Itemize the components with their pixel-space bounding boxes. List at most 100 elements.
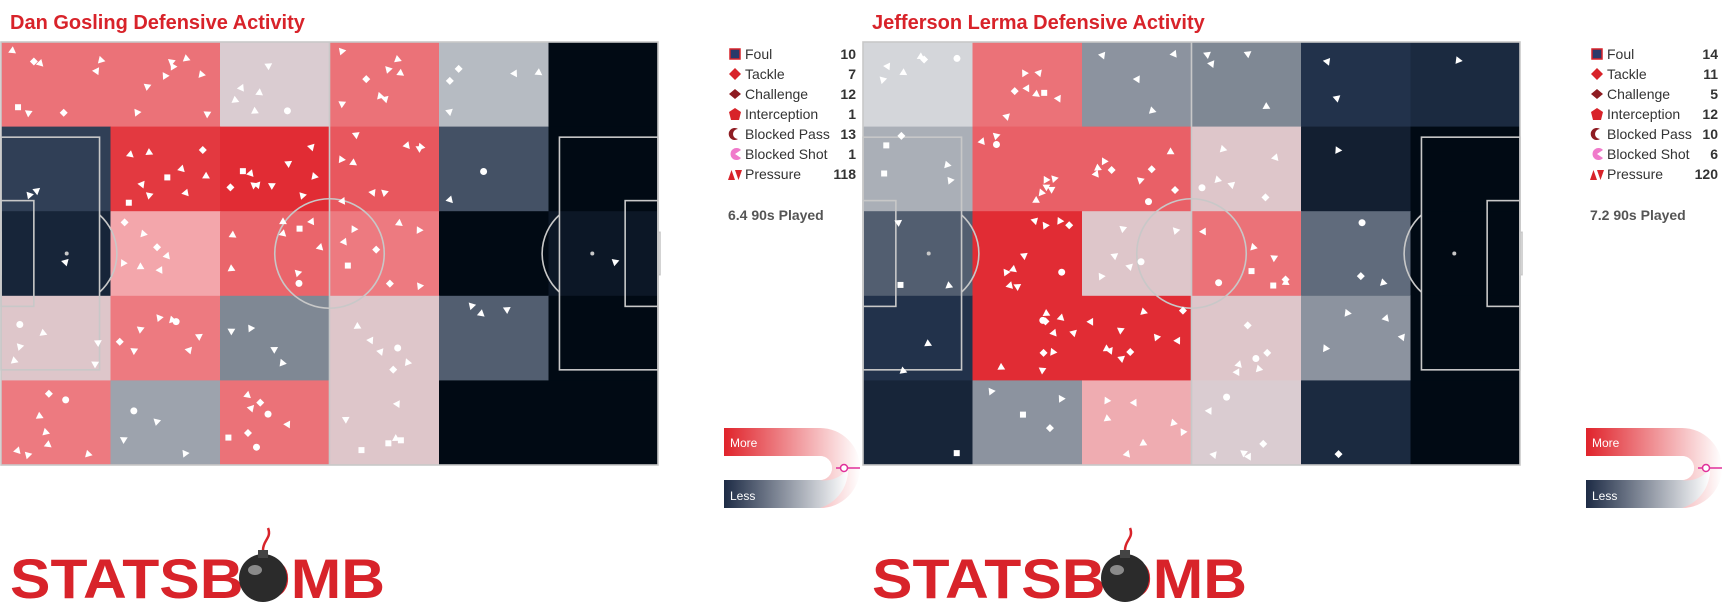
heatmap-cell [863, 211, 973, 297]
event-marker [1038, 367, 1047, 375]
event-marker [944, 160, 952, 169]
event-marker [24, 110, 33, 118]
event-marker [1125, 263, 1133, 271]
legend-label: Blocked Shot [1607, 146, 1690, 162]
event-marker [1270, 282, 1277, 289]
event-marker [445, 108, 453, 117]
heatmap-cell [110, 126, 221, 212]
event-marker [338, 101, 347, 109]
event-marker [253, 181, 261, 190]
heatmap-cell [863, 126, 973, 212]
legend-count: 7 [848, 66, 856, 82]
event-marker [1034, 69, 1042, 78]
event-marker [1166, 147, 1175, 155]
event-marker [997, 362, 1006, 370]
event-marker [8, 46, 16, 54]
event-marker [1335, 146, 1343, 154]
event-marker [268, 183, 276, 190]
heatmap-cell [548, 380, 659, 466]
event-marker [1255, 364, 1264, 373]
event-marker [366, 336, 374, 345]
minutes-played-label: 6.4 90s Played [728, 207, 824, 223]
minutes-played-label: 7.2 90s Played [1590, 207, 1686, 223]
bomb-icon [1101, 527, 1149, 602]
heatmap-cell [863, 295, 973, 381]
event-marker [307, 217, 315, 226]
event-marker [1045, 424, 1054, 433]
legend-entry: Pressure 118 [728, 164, 856, 184]
heatmap-cell [548, 42, 659, 128]
event-marker [1020, 252, 1028, 261]
event-marker [134, 108, 142, 117]
event-marker [299, 192, 307, 200]
event-marker [1042, 309, 1051, 316]
event-marker [231, 95, 240, 103]
event-marker [39, 328, 48, 336]
heatmap-cell [972, 126, 1083, 212]
event-marker [1281, 278, 1290, 285]
heatmap-cell [220, 295, 330, 381]
heatmap-cell [439, 126, 549, 212]
event-marker [1203, 51, 1211, 59]
event-marker [1086, 317, 1094, 326]
heatmap-cell [1, 295, 111, 381]
event-marker [351, 132, 360, 140]
event-marker [1110, 253, 1119, 261]
heatmap-cell [1410, 211, 1521, 297]
event-marker [897, 281, 904, 288]
event-marker [177, 164, 185, 173]
heatmap-cells [863, 42, 1521, 466]
event-marker [1169, 49, 1177, 58]
event-marker [344, 262, 351, 269]
legend-entry: Foul 14 [1590, 44, 1718, 64]
event-marker [394, 344, 402, 352]
event-marker [1381, 314, 1389, 322]
event-marker [1180, 428, 1188, 437]
event-marker [1170, 418, 1178, 427]
event-marker [1252, 355, 1260, 363]
scale-less-label: Less [730, 489, 755, 503]
event-marker [1148, 106, 1157, 114]
event-marker [362, 75, 371, 84]
heatmap-cell [1082, 295, 1192, 381]
event-marker [1204, 407, 1212, 415]
event-marker [13, 446, 21, 454]
crescent-icon [728, 128, 738, 140]
event-marker [1117, 355, 1125, 363]
event-marker [1049, 328, 1057, 337]
legend-count: 12 [840, 86, 856, 102]
event-marker [143, 83, 152, 91]
event-marker [1094, 163, 1102, 171]
event-marker [228, 230, 237, 238]
legend-entry: Interception 1 [728, 104, 856, 124]
event-marker [1219, 144, 1228, 153]
event-marker [162, 72, 170, 80]
event-marker [1172, 227, 1181, 235]
event-marker [1053, 94, 1061, 103]
event-marker [181, 188, 189, 197]
event-marker [1173, 336, 1181, 345]
event-marker [294, 269, 303, 278]
event-marker [1043, 175, 1051, 184]
event-marker [1042, 221, 1050, 230]
event-marker [243, 429, 252, 438]
event-marker [315, 243, 324, 251]
event-marker [1262, 102, 1271, 109]
event-marker [15, 104, 22, 111]
heatmap-cell [548, 211, 659, 297]
event-marker [947, 176, 955, 185]
event-marker [1137, 258, 1145, 266]
event-marker [24, 451, 33, 460]
heatmap-cell [1301, 42, 1411, 128]
legend-entry: Interception 12 [1590, 104, 1718, 124]
heatmap-cell [439, 295, 549, 381]
event-marker [137, 180, 145, 189]
event-marker [155, 266, 163, 274]
event-marker [385, 440, 392, 447]
event-marker [349, 158, 357, 166]
legend-count: 12 [1702, 106, 1718, 122]
event-marker [203, 111, 212, 119]
event-marker [397, 437, 404, 444]
heatmap-cell [110, 295, 221, 381]
event-marker [243, 390, 251, 399]
